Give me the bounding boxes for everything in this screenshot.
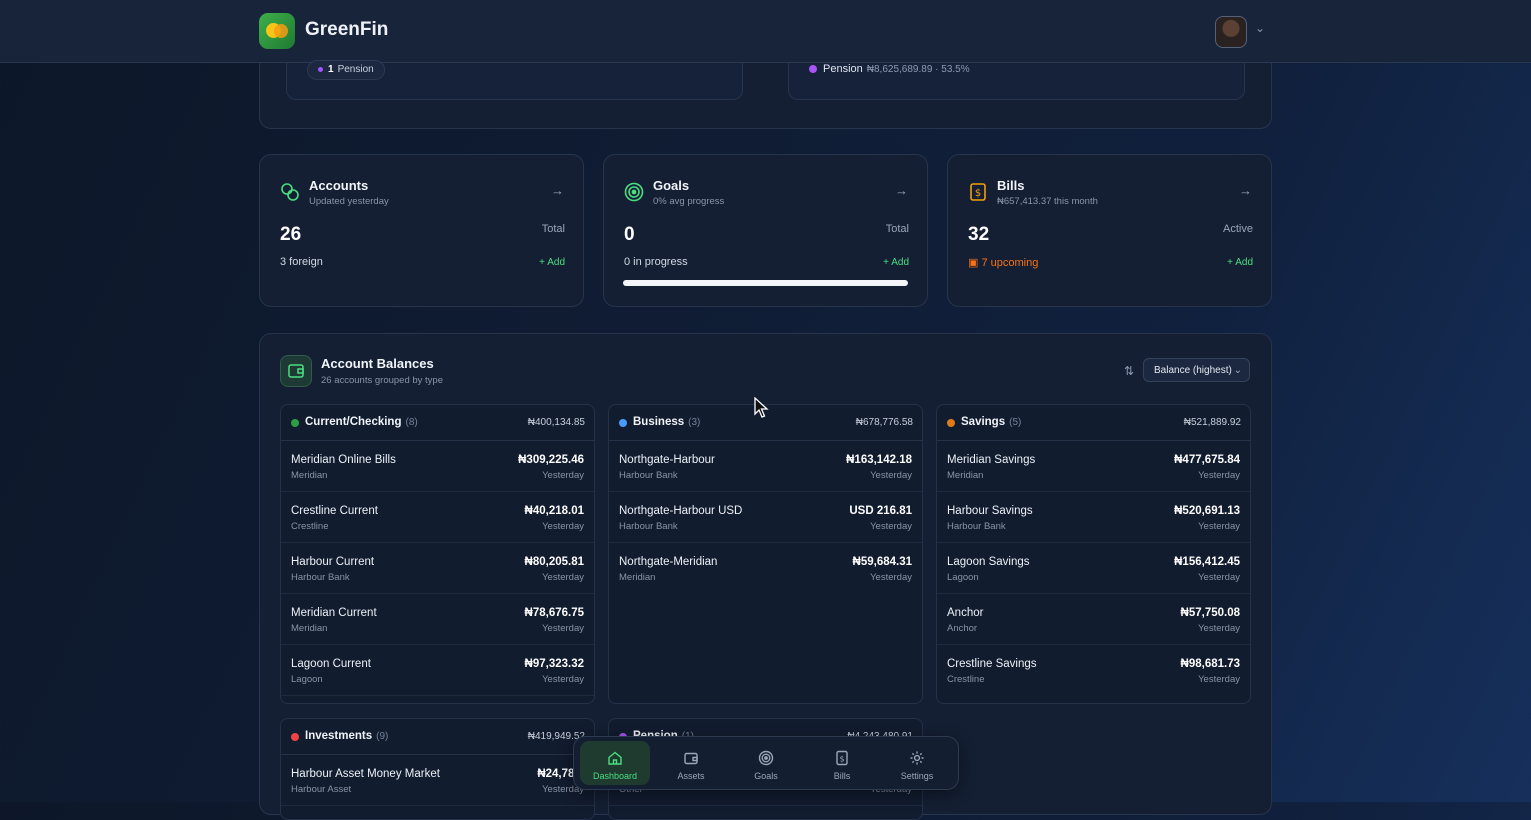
group-total: ₦400,134.85 (527, 417, 585, 428)
list-item[interactable]: Crestline Current Crestline ₦40,218.01 Yest… (281, 492, 594, 543)
card-subtitle: ₦657,413.37 this month (997, 196, 1098, 207)
mouse-cursor-icon (754, 397, 769, 418)
wallet-icon (684, 752, 698, 765)
group-savings: Savings (5) ₦521,889.92 Meridian Savings M… (936, 404, 1251, 704)
group-dot (291, 419, 299, 427)
add-account-button[interactable]: + Add (539, 257, 565, 268)
group-header[interactable]: Investments (9) ₦419,949.52 (281, 719, 594, 755)
list-item[interactable]: Northgate-Meridian Meridian ₦59,684.31 Yest… (619, 556, 912, 583)
bottom-nav: Dashboard Assets Goals $ Bills Settings (573, 736, 959, 790)
group-total: ₦521,889.92 (1183, 417, 1241, 428)
list-item[interactable]: Crestline Savings Crestline ₦98,681.73 Yest… (947, 658, 1240, 685)
list-item[interactable]: Harbour Asset Money Market Harbour Asset ₦… (281, 755, 594, 806)
group-business: Business (3) ₦678,776.58 Northgate-Harbou… (608, 404, 923, 704)
group-header[interactable]: Current/Checking (8) ₦400,134.85 (281, 405, 594, 441)
app-name[interactable]: GreenFin (305, 19, 389, 40)
total-label: Total (885, 223, 909, 235)
accounts-icon (280, 182, 300, 202)
gear-icon (910, 751, 924, 765)
arrow-right-icon[interactable]: → (551, 183, 564, 198)
nav-dashboard[interactable]: Dashboard (580, 741, 650, 785)
home-icon (608, 751, 622, 765)
chevron-down-icon: ⌄ (1233, 365, 1242, 376)
list-item[interactable]: Lagoon Savings Lagoon ₦156,412.45 Yesterday (937, 543, 1250, 594)
arrow-right-icon[interactable]: → (895, 183, 908, 198)
accounts-total: 26 (280, 224, 302, 245)
arrow-right-icon[interactable]: → (1239, 183, 1252, 198)
app-logo[interactable] (259, 13, 295, 49)
top-bar: GreenFin ⌄ (0, 0, 1531, 63)
pension-dot (809, 65, 817, 74)
list-item[interactable]: Meridian Current Meridian ₦78,676.75 Yester… (281, 594, 594, 645)
card-title: Goals (653, 178, 690, 193)
group-dot (291, 733, 299, 741)
target-icon (624, 182, 644, 202)
list-item[interactable]: Lagoon Current Lagoon ₦97,323.32 Yesterday (281, 645, 594, 696)
bill-icon: $ (968, 182, 988, 202)
add-goal-button[interactable]: + Add (883, 257, 909, 268)
wallet-icon (280, 355, 312, 387)
group-current-checking: Current/Checking (8) ₦400,134.85 Meridian… (280, 404, 595, 704)
section-title: Account Balances (321, 356, 434, 371)
sort-select[interactable]: Balance (highest) ⌄ (1143, 358, 1250, 382)
group-dot (947, 419, 955, 427)
goals-progress-bar (623, 280, 908, 286)
section-subtitle: 26 accounts grouped by type (321, 375, 444, 386)
group-total: ₦419,949.52 (527, 731, 585, 742)
card-subtitle: Updated yesterday (309, 196, 389, 207)
sort-icon[interactable]: ⇅ (1124, 364, 1135, 378)
list-item[interactable]: Meridian Online Bills Meridian ₦309,225.46… (281, 441, 594, 492)
list-item[interactable]: Northgate-Harbour USD Harbour Bank USD 216… (609, 492, 922, 543)
bills-card[interactable]: $ Bills ₦657,413.37 this month → 32 Acti… (947, 154, 1272, 307)
card-title: Bills (997, 178, 1025, 193)
group-total: ₦678,776.58 (855, 417, 913, 428)
card-title: Accounts (309, 178, 369, 193)
add-bill-button[interactable]: + Add (1227, 257, 1253, 268)
group-investments: Investments (9) ₦419,949.52 Harbour Asset… (280, 718, 595, 820)
list-item[interactable]: Harbour Current Harbour Bank ₦80,205.81 Yes… (281, 543, 594, 594)
foreign-count: 3 foreign (280, 256, 323, 268)
avatar[interactable] (1215, 16, 1247, 48)
nav-settings[interactable]: Settings (882, 741, 952, 785)
bill-icon: $ (836, 750, 848, 766)
target-icon (758, 750, 774, 766)
pension-legend-item: Pension ₦8,625,689.89 · 53.5% (809, 63, 970, 75)
list-item[interactable]: Harbour Savings Harbour Bank ₦520,691.13 Ye… (937, 492, 1250, 543)
nav-assets[interactable]: Assets (656, 741, 726, 785)
chevron-down-icon[interactable]: ⌄ (1255, 21, 1266, 35)
group-dot (619, 419, 627, 427)
goals-total: 0 (624, 224, 635, 245)
pension-count-pill: 1 Pension (307, 60, 385, 80)
group-header[interactable]: Business (3) ₦678,776.58 (609, 405, 922, 441)
group-header[interactable]: Savings (5) ₦521,889.92 (937, 405, 1250, 441)
bills-total: 32 (968, 224, 990, 245)
calendar-icon: ▣ (968, 257, 982, 269)
list-item[interactable]: Anchor Anchor ₦57,750.08 Yesterday (937, 594, 1250, 645)
svg-text:$: $ (839, 755, 844, 764)
svg-text:$: $ (975, 188, 981, 199)
list-item[interactable]: Meridian Savings Meridian ₦477,675.84 Yeste… (937, 441, 1250, 492)
nav-bills[interactable]: $ Bills (807, 741, 877, 785)
card-subtitle: 0% avg progress (653, 196, 725, 207)
upcoming-bills: ▣ 7 upcoming (968, 257, 1039, 269)
total-label: Total (541, 223, 565, 235)
active-label: Active (1223, 223, 1253, 235)
nav-goals[interactable]: Goals (731, 741, 801, 785)
accounts-card[interactable]: Accounts Updated yesterday → 26 Total 3 … (259, 154, 584, 307)
list-item[interactable]: Northgate-Harbour Harbour Bank ₦163,142.18… (609, 441, 922, 492)
goals-in-progress: 0 in progress (624, 256, 688, 268)
